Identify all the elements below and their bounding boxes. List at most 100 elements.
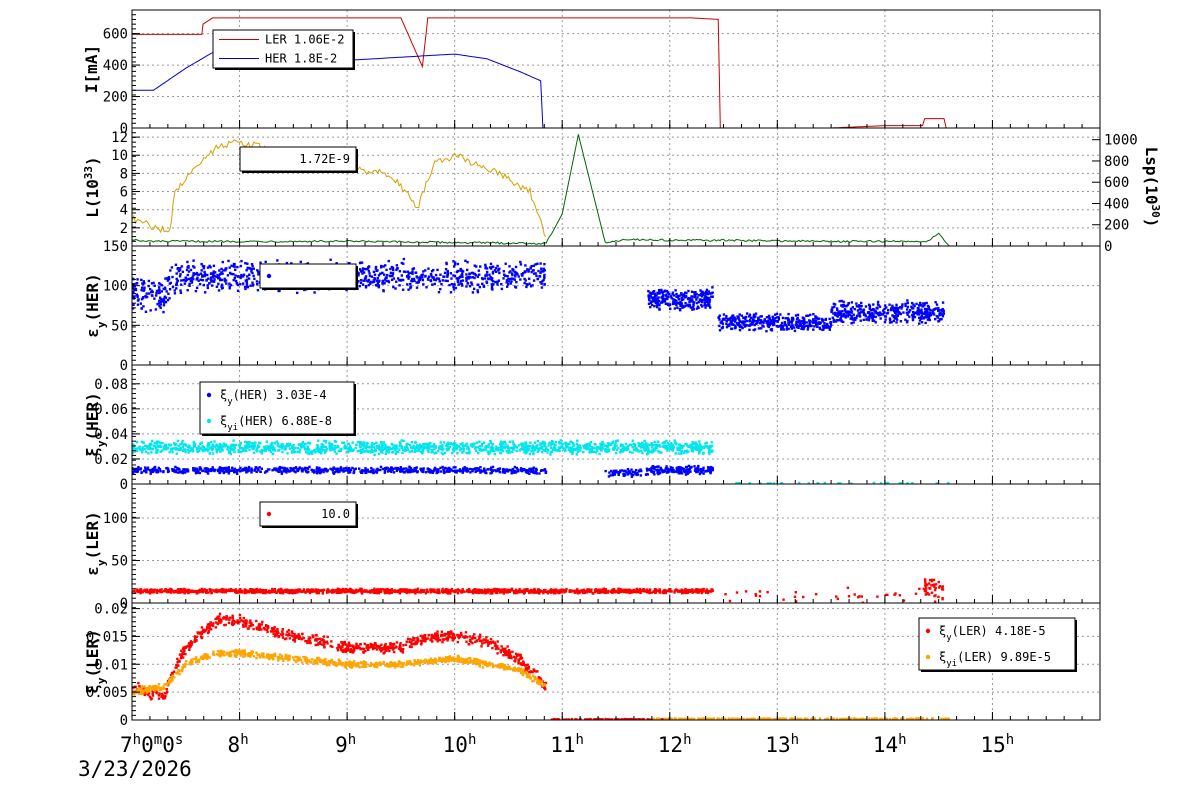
data-point xyxy=(609,474,612,477)
data-point xyxy=(196,467,199,471)
data-point xyxy=(498,267,501,270)
data-point xyxy=(767,319,770,322)
data-point xyxy=(233,450,236,454)
data-point xyxy=(619,451,622,454)
data-point xyxy=(159,444,162,447)
data-point xyxy=(668,303,671,306)
data-point xyxy=(178,268,182,272)
data-point xyxy=(164,277,167,280)
data-point xyxy=(893,317,897,320)
data-point xyxy=(431,445,434,448)
data-point xyxy=(382,265,385,268)
data-point xyxy=(682,293,686,296)
data-point xyxy=(525,285,528,289)
data-point xyxy=(369,451,372,454)
data-point xyxy=(700,305,704,308)
data-point xyxy=(672,445,676,449)
data-point xyxy=(142,305,145,308)
data-point xyxy=(479,465,482,469)
data-point xyxy=(680,298,684,302)
data-point xyxy=(407,288,410,291)
data-point xyxy=(140,288,143,292)
data-point xyxy=(430,469,433,472)
data-point xyxy=(734,320,737,323)
data-point xyxy=(245,445,248,448)
data-point xyxy=(924,310,927,313)
data-point xyxy=(614,471,617,474)
data-point xyxy=(378,468,382,472)
data-point xyxy=(382,279,385,282)
data-point xyxy=(692,445,695,449)
data-point xyxy=(188,446,191,450)
data-point xyxy=(175,277,178,281)
data-point xyxy=(491,270,495,274)
plot-area xyxy=(132,439,950,484)
data-point xyxy=(420,450,423,454)
data-point xyxy=(883,307,886,311)
data-point xyxy=(680,293,683,296)
data-point xyxy=(132,470,134,474)
data-point xyxy=(144,468,148,472)
data-point xyxy=(248,267,252,270)
data-point xyxy=(341,469,344,472)
data-point xyxy=(884,315,888,318)
data-point xyxy=(859,319,862,322)
data-point xyxy=(912,303,915,306)
data-point xyxy=(623,472,626,476)
data-point xyxy=(383,467,387,470)
data-point xyxy=(488,451,491,455)
data-point xyxy=(687,289,690,293)
data-point xyxy=(776,316,779,319)
data-point xyxy=(753,328,757,331)
data-point xyxy=(241,275,245,278)
data-point xyxy=(702,466,705,469)
data-point xyxy=(571,452,574,456)
data-point xyxy=(689,466,692,469)
data-point xyxy=(914,311,917,315)
data-point xyxy=(665,471,669,474)
data-point xyxy=(521,444,525,447)
data-point xyxy=(455,469,458,472)
data-point xyxy=(469,471,472,474)
data-point xyxy=(245,285,249,289)
data-point xyxy=(385,448,389,452)
data-point xyxy=(428,470,431,473)
data-point xyxy=(210,284,214,287)
data-point xyxy=(392,444,395,447)
data-point xyxy=(443,271,447,275)
data-point xyxy=(136,449,139,453)
data-point xyxy=(737,322,741,325)
data-point xyxy=(180,279,183,282)
data-point xyxy=(285,471,288,474)
data-point xyxy=(300,469,304,473)
data-point xyxy=(218,269,221,272)
data-point xyxy=(834,313,837,317)
data-point xyxy=(884,318,887,321)
data-point xyxy=(412,267,416,270)
data-point xyxy=(633,443,637,446)
data-point xyxy=(808,324,811,328)
data-point xyxy=(538,275,542,278)
data-point xyxy=(383,273,386,276)
data-point xyxy=(621,447,624,451)
data-point xyxy=(604,444,608,448)
data-point xyxy=(480,445,483,448)
data-point xyxy=(203,274,207,277)
data-point xyxy=(739,324,742,327)
data-point xyxy=(490,283,493,286)
data-point xyxy=(485,280,488,283)
data-point xyxy=(860,310,864,314)
legend: 1.72E-9 xyxy=(239,146,358,173)
data-point xyxy=(178,470,181,474)
data-point xyxy=(239,441,242,445)
data-point xyxy=(759,482,762,484)
data-point xyxy=(671,470,674,473)
data-point xyxy=(391,451,394,454)
data-point xyxy=(296,469,300,473)
data-point xyxy=(369,280,372,284)
data-point xyxy=(796,313,800,317)
data-point xyxy=(267,445,271,448)
data-point xyxy=(626,467,630,471)
data-point xyxy=(408,450,411,453)
data-point xyxy=(186,273,189,277)
